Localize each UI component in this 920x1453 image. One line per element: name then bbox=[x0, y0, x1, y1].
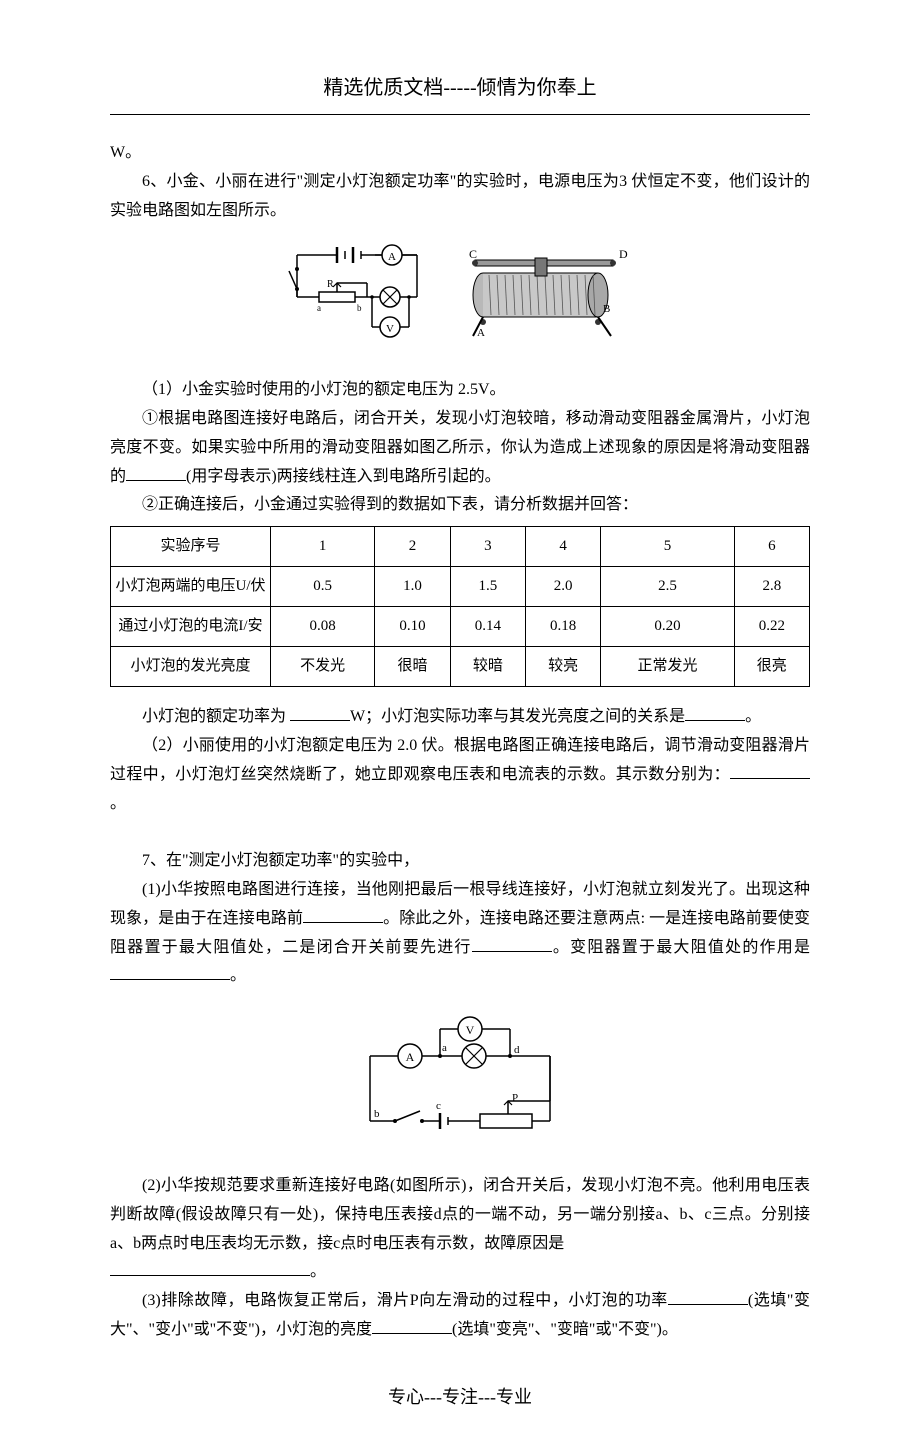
q7-p2-blank: 。 bbox=[110, 1258, 810, 1287]
blank-field[interactable] bbox=[303, 907, 383, 923]
table-cell: 6 bbox=[734, 527, 809, 567]
table-cell: 很暗 bbox=[375, 647, 450, 687]
table-row: 通过小灯泡的电流I/安 0.08 0.10 0.14 0.18 0.20 0.2… bbox=[111, 607, 810, 647]
circuit-svg-icon: A R a b bbox=[277, 237, 437, 347]
rheostat-svg-icon: C D A B bbox=[453, 240, 643, 345]
svg-text:a: a bbox=[317, 303, 321, 313]
svg-text:D: D bbox=[619, 247, 628, 261]
table-cell: 2 bbox=[375, 527, 450, 567]
svg-text:P: P bbox=[512, 1092, 518, 1104]
text-part: (2)小华按规范要求重新连接好电路(如图所示)，闭合开关后，发现小灯泡不亮。他利… bbox=[110, 1177, 810, 1252]
text-part: 。变阻器置于最大阻值处的作用是 bbox=[552, 939, 810, 956]
q6-data-table: 实验序号 1 2 3 4 5 6 小灯泡两端的电压U/伏 0.5 1.0 1.5… bbox=[110, 526, 810, 687]
blank-field[interactable] bbox=[126, 465, 186, 481]
text-part: 。 bbox=[745, 708, 761, 725]
table-cell: 较亮 bbox=[526, 647, 601, 687]
table-row: 小灯泡两端的电压U/伏 0.5 1.0 1.5 2.0 2.5 2.8 bbox=[111, 567, 810, 607]
table-cell: 1 bbox=[271, 527, 375, 567]
page-footer: 专心---专注---专业 bbox=[110, 1381, 810, 1413]
table-cell: 0.14 bbox=[450, 607, 525, 647]
table-cell: 0.5 bbox=[271, 567, 375, 607]
table-header-cell: 小灯泡的发光亮度 bbox=[111, 647, 271, 687]
q7-p2: (2)小华按规范要求重新连接好电路(如图所示)，闭合开关后，发现小灯泡不亮。他利… bbox=[110, 1172, 810, 1258]
table-cell: 3 bbox=[450, 527, 525, 567]
svg-text:b: b bbox=[374, 1108, 380, 1120]
header-underline bbox=[110, 114, 810, 115]
svg-text:A: A bbox=[406, 1050, 415, 1064]
table-cell: 较暗 bbox=[450, 647, 525, 687]
q6-intro: 6、小金、小丽在进行"测定小灯泡额定功率"的实验时，电源电压为3 伏恒定不变，他… bbox=[110, 168, 810, 226]
text-part: W；小灯泡实际功率与其发光亮度之间的关系是 bbox=[350, 708, 685, 725]
table-cell: 2.8 bbox=[734, 567, 809, 607]
row-header-text: 小灯泡两端的电压U/伏 bbox=[115, 578, 265, 594]
row-header-text: 通过小灯泡的电流I/安 bbox=[118, 618, 262, 634]
table-cell: 0.20 bbox=[601, 607, 734, 647]
text-part: （2）小丽使用的小灯泡额定电压为 2.0 伏。根据电路图正确连接电路后，调节滑动… bbox=[110, 737, 810, 783]
table-cell: 正常发光 bbox=[601, 647, 734, 687]
table-cell: 5 bbox=[601, 527, 734, 567]
q7-intro: 7、在"测定小灯泡额定功率"的实验中， bbox=[110, 847, 810, 876]
table-header-cell: 实验序号 bbox=[111, 527, 271, 567]
blank-field[interactable] bbox=[685, 705, 745, 721]
text-part: 小灯泡的额定功率为 bbox=[142, 708, 290, 725]
svg-text:A: A bbox=[477, 327, 485, 339]
table-cell: 4 bbox=[526, 527, 601, 567]
svg-text:b: b bbox=[357, 303, 362, 313]
table-cell: 很亮 bbox=[734, 647, 809, 687]
text-part: (选填"变亮"、"变暗"或"不变")。 bbox=[452, 1321, 678, 1338]
blank-field[interactable] bbox=[110, 964, 230, 980]
table-header-cell: 通过小灯泡的电流I/安 bbox=[111, 607, 271, 647]
w-prefix-line: W。 bbox=[110, 139, 810, 168]
q6-sub1: ①根据电路图连接好电路后，闭合开关，发现小灯泡较暗，移动滑动变阻器金属滑片，小灯… bbox=[110, 405, 810, 491]
q6-sub2: ②正确连接后，小金通过实验得到的数据如下表，请分析数据并回答： bbox=[110, 491, 810, 520]
q7-figure-area: V a d A bbox=[110, 1001, 810, 1162]
svg-text:V: V bbox=[386, 323, 394, 335]
svg-text:a: a bbox=[442, 1042, 447, 1054]
svg-text:C: C bbox=[469, 247, 477, 261]
table-cell: 0.10 bbox=[375, 607, 450, 647]
blank-field[interactable] bbox=[730, 763, 810, 779]
table-cell: 0.22 bbox=[734, 607, 809, 647]
svg-text:A: A bbox=[388, 251, 396, 263]
table-cell: 1.0 bbox=[375, 567, 450, 607]
rheostat-figure: C D A B bbox=[453, 240, 643, 356]
table-row: 小灯泡的发光亮度 不发光 很暗 较暗 较亮 正常发光 很亮 bbox=[111, 647, 810, 687]
blank-field[interactable] bbox=[668, 1289, 748, 1305]
circuit2-svg-icon: V a d A bbox=[340, 1001, 580, 1151]
svg-text:d: d bbox=[514, 1044, 520, 1056]
table-header-cell: 小灯泡两端的电压U/伏 bbox=[111, 567, 271, 607]
text-part: 。 bbox=[230, 967, 246, 984]
text-part: 。 bbox=[310, 1263, 326, 1280]
svg-text:R: R bbox=[327, 279, 334, 290]
q6-part2: （2）小丽使用的小灯泡额定电压为 2.0 伏。根据电路图正确连接电路后，调节滑动… bbox=[110, 732, 810, 818]
svg-text:c: c bbox=[436, 1100, 441, 1112]
table-cell: 不发光 bbox=[271, 647, 375, 687]
blank-field[interactable] bbox=[290, 705, 350, 721]
page-header: 精选优质文档-----倾情为你奉上 bbox=[110, 70, 810, 106]
content-area: W。 6、小金、小丽在进行"测定小灯泡额定功率"的实验时，电源电压为3 伏恒定不… bbox=[110, 139, 810, 1345]
text-part: (3)排除故障，电路恢复正常后，滑片P向左滑动的过程中，小灯泡的功率 bbox=[142, 1292, 668, 1309]
blank-field[interactable] bbox=[472, 936, 552, 952]
q6-part1-label: （1）小金实验时使用的小灯泡的额定电压为 2.5V。 bbox=[110, 376, 810, 405]
svg-text:B: B bbox=[603, 303, 610, 315]
table-cell: 2.0 bbox=[526, 567, 601, 607]
v-label: V bbox=[466, 1023, 475, 1037]
q7-p1: (1)小华按照电路图进行连接，当他刚把最后一根导线连接好，小灯泡就立刻发光了。出… bbox=[110, 876, 810, 991]
q6-figure-area: A R a b bbox=[110, 237, 810, 358]
page: 精选优质文档-----倾情为你奉上 W。 6、小金、小丽在进行"测定小灯泡额定功… bbox=[0, 0, 920, 1453]
table-row: 实验序号 1 2 3 4 5 6 bbox=[111, 527, 810, 567]
q6-sub1-suffix: (用字母表示)两接线柱连入到电路所引起的。 bbox=[186, 468, 501, 485]
blank-field[interactable] bbox=[110, 1260, 310, 1276]
table-cell: 1.5 bbox=[450, 567, 525, 607]
circuit-figure-1: A R a b bbox=[277, 237, 437, 358]
text-part: 。 bbox=[110, 795, 126, 812]
q6-after-table: 小灯泡的额定功率为 W；小灯泡实际功率与其发光亮度之间的关系是 。 bbox=[110, 703, 810, 732]
table-cell: 0.08 bbox=[271, 607, 375, 647]
table-cell: 2.5 bbox=[601, 567, 734, 607]
q7-p3: (3)排除故障，电路恢复正常后，滑片P向左滑动的过程中，小灯泡的功率(选填"变大… bbox=[110, 1287, 810, 1345]
table-cell: 0.18 bbox=[526, 607, 601, 647]
blank-field[interactable] bbox=[372, 1318, 452, 1334]
